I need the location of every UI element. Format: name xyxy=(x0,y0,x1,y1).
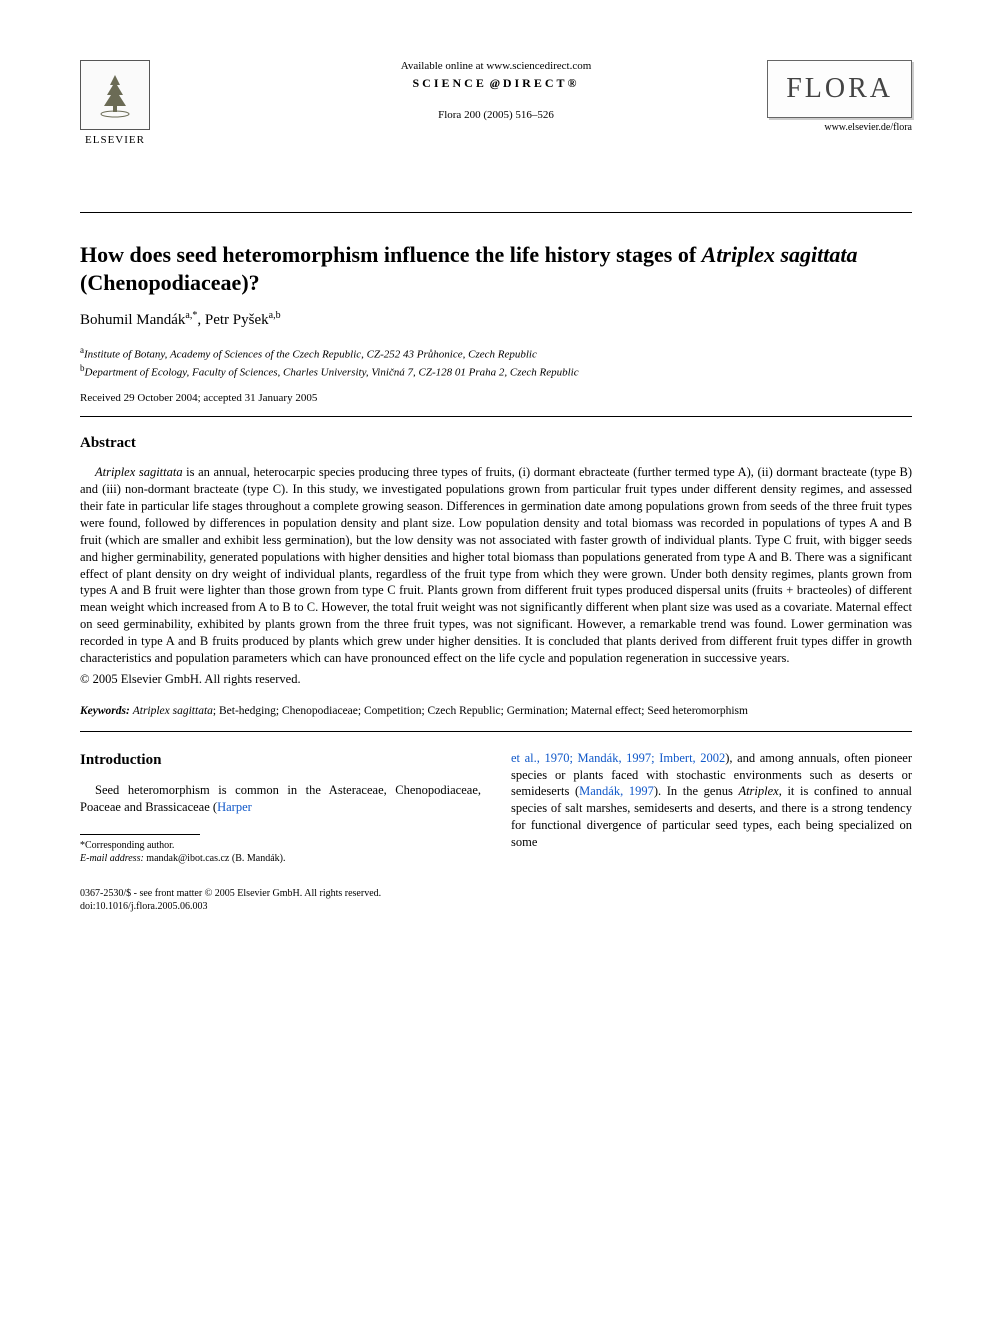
corresponding-author: *Corresponding author. xyxy=(80,839,481,852)
flora-logo: FLORA xyxy=(767,60,912,118)
elsevier-block: ELSEVIER xyxy=(80,60,150,146)
footnote-rule xyxy=(80,834,200,835)
intro-columns: Introduction Seed heteromorphism is comm… xyxy=(80,750,912,865)
elsevier-tree-icon xyxy=(80,60,150,130)
keywords-block: Keywords: Atriplex sagittata; Bet-hedgin… xyxy=(80,704,912,719)
scidirect-prefix: SCIENCE xyxy=(413,76,487,90)
post-keywords-rule xyxy=(80,731,912,732)
journal-logo-block: FLORA www.elsevier.de/flora xyxy=(767,60,912,133)
affiliation-a: aInstitute of Botany, Academy of Science… xyxy=(80,345,912,361)
intro-right-p1: et al., 1970; Mandák, 1997; Imbert, 2002… xyxy=(511,750,912,851)
scidirect-at-icon: @ xyxy=(487,76,503,90)
intro-right-ref1[interactable]: et al., 1970; Mandák, 1997; Imbert, 2002 xyxy=(511,751,725,765)
affil-a-text: Institute of Botany, Academy of Sciences… xyxy=(84,349,537,361)
email-label: E-mail address: xyxy=(80,853,144,864)
intro-left-ref[interactable]: Harper xyxy=(217,800,252,814)
available-online-text: Available online at www.sciencedirect.co… xyxy=(401,60,592,72)
author-1: Bohumil Mandák xyxy=(80,312,185,328)
article-title: How does seed heteromorphism influence t… xyxy=(80,241,912,296)
author-2: Petr Pyšek xyxy=(205,312,269,328)
authors-line: Bohumil Mandáka,*, Petr Pyšeka,b xyxy=(80,310,912,329)
pre-abstract-rule xyxy=(80,416,912,417)
intro-right-mid2: ). In the genus xyxy=(654,784,739,798)
title-post: (Chenopodiaceae)? xyxy=(80,270,260,295)
intro-right-ref2[interactable]: Mandák, 1997 xyxy=(579,784,654,798)
intro-left-pre: Seed heteromorphism is common in the Ast… xyxy=(80,783,481,814)
intro-right-col: et al., 1970; Mandák, 1997; Imbert, 2002… xyxy=(511,750,912,865)
keywords-rest: ; Bet-hedging; Chenopodiaceae; Competiti… xyxy=(213,705,748,717)
page-footer: 0367-2530/$ - see front matter © 2005 El… xyxy=(80,887,912,913)
journal-reference: Flora 200 (2005) 516–526 xyxy=(401,109,592,121)
header-center: Available online at www.sciencedirect.co… xyxy=(401,60,592,121)
intro-left-col: Introduction Seed heteromorphism is comm… xyxy=(80,750,481,865)
scidirect-suffix: DIRECT® xyxy=(503,76,580,90)
author-2-affil: a,b xyxy=(269,310,281,321)
affil-b-text: Department of Ecology, Faculty of Scienc… xyxy=(85,366,579,378)
footer-line2: doi:10.1016/j.flora.2005.06.003 xyxy=(80,900,912,913)
article-dates: Received 29 October 2004; accepted 31 Ja… xyxy=(80,392,912,404)
intro-left-p1: Seed heteromorphism is common in the Ast… xyxy=(80,782,481,816)
abstract-heading: Abstract xyxy=(80,435,912,452)
abstract-lead-species: Atriplex sagittata xyxy=(95,465,183,479)
intro-heading: Introduction xyxy=(80,750,481,770)
abstract-copyright: © 2005 Elsevier GmbH. All rights reserve… xyxy=(80,671,912,688)
flora-url[interactable]: www.elsevier.de/flora xyxy=(767,122,912,133)
page-header: ELSEVIER Available online at www.science… xyxy=(80,60,912,200)
footer-line1: 0367-2530/$ - see front matter © 2005 El… xyxy=(80,887,912,900)
keywords-species: Atriplex sagittata xyxy=(133,705,213,717)
email-address[interactable]: mandak@ibot.cas.cz (B. Mandák). xyxy=(146,853,285,864)
abstract-text: is an annual, heterocarpic species produ… xyxy=(80,465,912,665)
sciencedirect-logo: SCIENCE @ DIRECT® xyxy=(401,76,592,91)
abstract-body: Atriplex sagittata is an annual, heteroc… xyxy=(80,464,912,687)
intro-right-species: Atriplex xyxy=(738,784,778,798)
keywords-label: Keywords: xyxy=(80,705,130,717)
elsevier-label: ELSEVIER xyxy=(80,134,150,146)
affiliation-b: bDepartment of Ecology, Faculty of Scien… xyxy=(80,363,912,379)
email-footnote: E-mail address: mandak@ibot.cas.cz (B. M… xyxy=(80,852,481,865)
header-rule xyxy=(80,212,912,213)
title-species: Atriplex sagittata xyxy=(702,242,858,267)
author-1-affil: a,* xyxy=(185,310,197,321)
title-pre: How does seed heteromorphism influence t… xyxy=(80,242,702,267)
